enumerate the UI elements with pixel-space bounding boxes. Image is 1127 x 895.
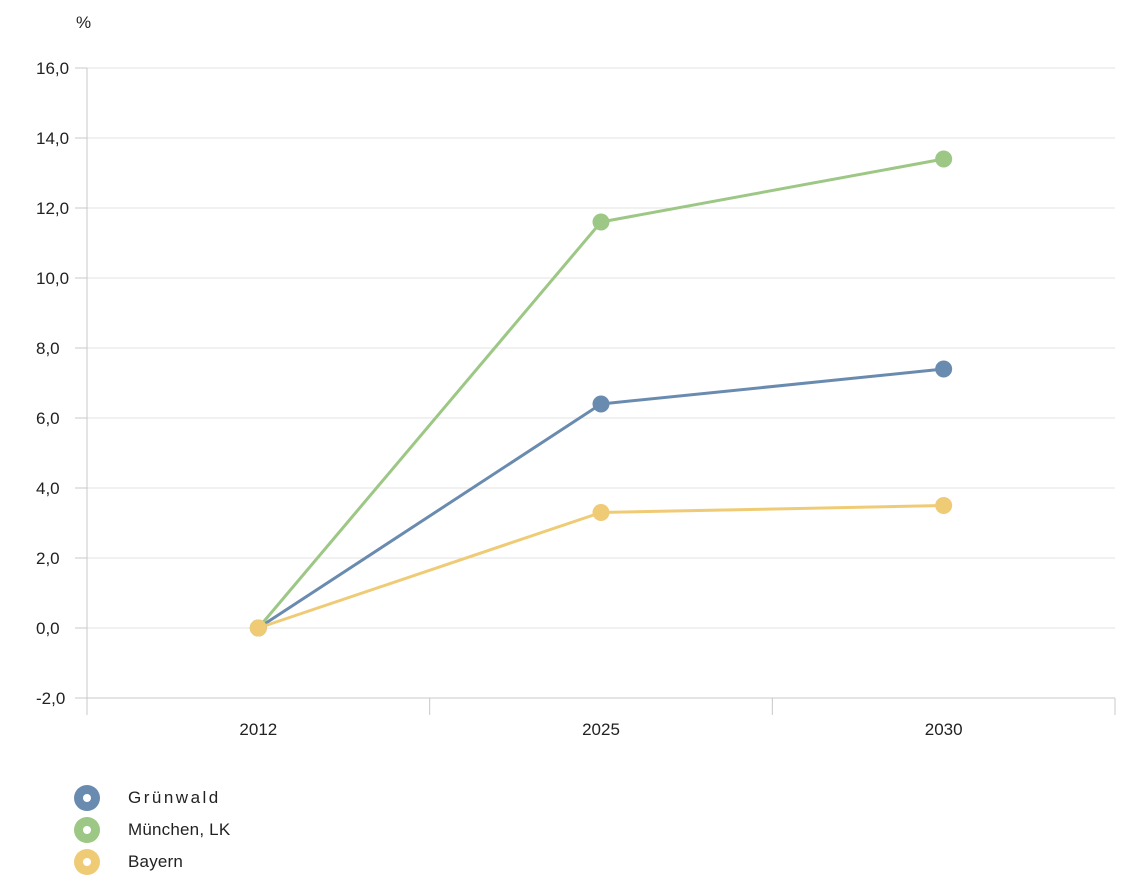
legend-marker-icon <box>74 849 100 875</box>
y-axis-label: % <box>76 13 91 32</box>
y-tick-label: 2,0 <box>36 549 60 568</box>
grid-lines <box>87 68 1115 628</box>
data-point[interactable] <box>593 214 610 231</box>
legend-label: Bayern <box>128 852 183 872</box>
data-point[interactable] <box>935 497 952 514</box>
y-tick-label: -2,0 <box>36 689 65 708</box>
data-point[interactable] <box>935 151 952 168</box>
legend-label: München, LK <box>128 820 230 840</box>
y-tick-labels: -2,0 0,0 2,0 4,0 6,0 8,0 10,0 12,0 14,0 16,0 <box>36 59 69 708</box>
line-chart: -2,0 0,0 2,0 4,0 6,0 8,0 10,0 12,0 14,0 16,0 2012… <box>0 0 1127 770</box>
x-tick-label: 2025 <box>582 720 620 739</box>
data-point[interactable] <box>250 620 267 637</box>
data-point[interactable] <box>593 504 610 521</box>
legend-item-bayern[interactable]: Bayern <box>74 846 230 878</box>
data-point[interactable] <box>935 361 952 378</box>
y-tick-label: 8,0 <box>36 339 60 358</box>
y-tick-label: 4,0 <box>36 479 60 498</box>
legend: Grünwald München, LK Bayern <box>74 782 230 878</box>
x-tick-label: 2030 <box>925 720 963 739</box>
data-point[interactable] <box>593 396 610 413</box>
legend-item-gruenwald[interactable]: Grünwald <box>74 782 230 814</box>
y-tick-label: 14,0 <box>36 129 69 148</box>
x-tick-label: 2012 <box>239 720 277 739</box>
legend-label: Grünwald <box>128 788 221 808</box>
y-tick-label: 16,0 <box>36 59 69 78</box>
axes <box>75 68 1115 715</box>
y-tick-label: 10,0 <box>36 269 69 288</box>
series-group <box>250 151 952 637</box>
y-tick-label: 6,0 <box>36 409 60 428</box>
legend-item-muenchen-lk[interactable]: München, LK <box>74 814 230 846</box>
y-tick-label: 12,0 <box>36 199 69 218</box>
y-tick-label: 0,0 <box>36 619 60 638</box>
x-tick-labels: 2012 2025 2030 <box>239 720 962 739</box>
legend-marker-icon <box>74 785 100 811</box>
series-line-2 <box>258 506 943 629</box>
legend-marker-icon <box>74 817 100 843</box>
